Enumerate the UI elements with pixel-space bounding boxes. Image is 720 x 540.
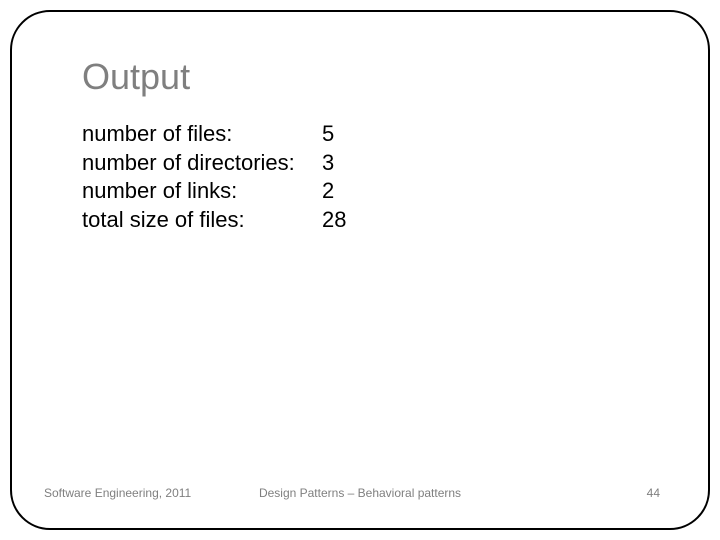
output-row: total size of files: 28 bbox=[82, 206, 346, 235]
output-row: number of links: 2 bbox=[82, 177, 346, 206]
output-label: total size of files: bbox=[82, 206, 322, 235]
output-row: number of directories: 3 bbox=[82, 149, 346, 178]
output-value: 5 bbox=[322, 120, 334, 149]
slide-title: Output bbox=[82, 56, 190, 98]
output-label: number of links: bbox=[82, 177, 322, 206]
footer-center: Design Patterns – Behavioral patterns bbox=[12, 486, 708, 500]
output-label: number of directories: bbox=[82, 149, 322, 178]
output-label: number of files: bbox=[82, 120, 322, 149]
output-value: 28 bbox=[322, 206, 346, 235]
slide-border: Output number of files: 5 number of dire… bbox=[10, 10, 710, 530]
output-value: 2 bbox=[322, 177, 334, 206]
slide: Output number of files: 5 number of dire… bbox=[0, 0, 720, 540]
output-value: 3 bbox=[322, 149, 334, 178]
footer-page-number: 44 bbox=[647, 486, 660, 500]
output-row: number of files: 5 bbox=[82, 120, 346, 149]
output-list: number of files: 5 number of directories… bbox=[82, 120, 346, 234]
